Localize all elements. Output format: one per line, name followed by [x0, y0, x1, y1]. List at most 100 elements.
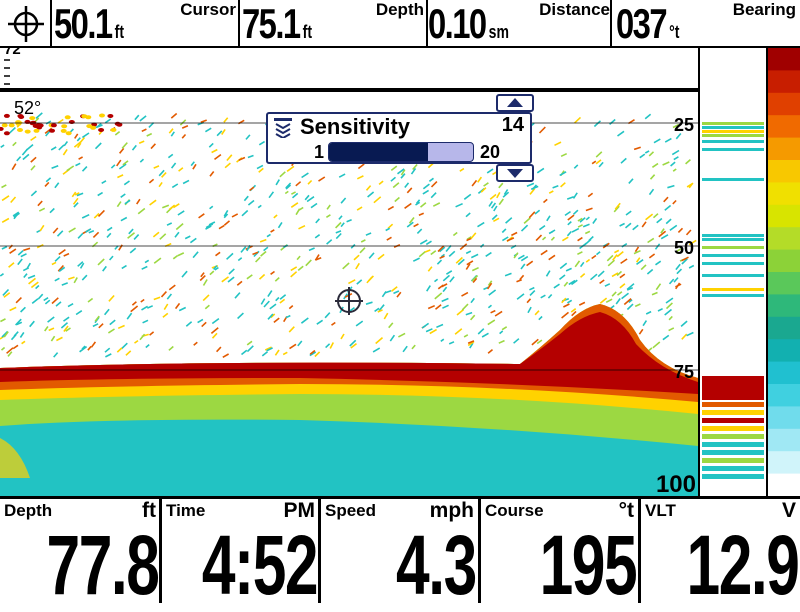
sensitivity-up-button[interactable] — [496, 94, 534, 112]
sonar-return-mark — [123, 180, 130, 186]
sonar-return-mark — [531, 338, 539, 346]
sonar-return-mark — [342, 262, 350, 270]
sonar-return-mark — [538, 224, 546, 231]
palette-swatch — [768, 451, 800, 475]
sonar-return-mark — [486, 168, 494, 174]
sonar-return-mark — [449, 276, 455, 283]
sonar-return-mark — [477, 176, 483, 183]
a-scope-stripe — [702, 178, 764, 181]
sonar-return-mark — [182, 179, 190, 185]
a-scope-stripe — [702, 474, 764, 479]
sonar-return-mark — [274, 349, 280, 356]
sonar-return-mark — [61, 282, 68, 286]
sonar-return-mark — [564, 210, 571, 217]
sonar-return-mark — [12, 141, 17, 147]
a-scope-stripe — [702, 274, 764, 277]
sonar-return-mark — [255, 256, 261, 263]
sonar-return-mark — [378, 180, 384, 186]
sonar-return-mark — [20, 306, 26, 313]
sonar-return-mark — [490, 202, 497, 209]
sonar-return-mark — [81, 213, 90, 219]
sonar-return-mark — [140, 298, 145, 303]
sonar-return-mark — [372, 347, 381, 353]
sonar-return-mark — [193, 341, 198, 346]
sensitivity-down-button[interactable] — [496, 164, 534, 182]
speed-box-value: 4.3 — [396, 518, 477, 612]
sonar-return-mark — [365, 232, 372, 236]
sonar-return-mark — [653, 138, 661, 144]
sonar-return-mark — [149, 331, 155, 336]
sonar-return-mark — [506, 237, 515, 242]
sonar-return-mark — [148, 178, 155, 184]
sonar-return-mark — [404, 182, 410, 189]
sonar-return-mark — [49, 128, 55, 133]
sonar-return-mark — [37, 200, 43, 207]
sonar-return-mark — [611, 291, 617, 297]
sonar-return-mark — [286, 165, 295, 172]
sonar-return-mark — [26, 262, 31, 269]
sonar-return-mark — [258, 140, 266, 146]
a-scope-stripe — [702, 458, 764, 463]
sonar-return-mark — [619, 273, 626, 279]
cursor-crosshair-icon[interactable] — [6, 4, 46, 44]
sensitivity-icon — [274, 118, 292, 140]
sonar-return-mark — [641, 221, 647, 228]
a-scope-stripe — [702, 288, 764, 291]
sonar-return-mark — [79, 262, 85, 269]
sonar-return-mark — [199, 275, 206, 282]
sensitivity-slider[interactable] — [328, 142, 474, 162]
a-scope-stripe — [702, 442, 764, 447]
sonar-return-mark — [538, 126, 546, 134]
sonar-return-mark — [606, 254, 614, 262]
sonar-return-mark — [585, 207, 593, 212]
speed-box-unit: mph — [429, 499, 474, 522]
sonar-return-mark — [669, 224, 678, 231]
sonar-return-mark — [660, 228, 665, 234]
sonar-return-mark — [93, 212, 100, 219]
sonar-return-mark — [291, 192, 299, 199]
sonar-return-mark — [349, 339, 357, 347]
sonar-return-mark — [51, 164, 59, 170]
sensitivity-dialog[interactable]: Sensitivity 14 1 20 — [266, 112, 532, 164]
sonar-return-mark — [634, 246, 640, 253]
sonar-return-mark — [246, 340, 253, 346]
sonar-return-mark — [50, 123, 57, 128]
sonar-return-mark — [422, 183, 430, 190]
sonar-return-mark — [648, 151, 655, 157]
sonar-return-mark — [258, 167, 264, 173]
depth-mark-75: 75 — [674, 362, 694, 382]
sonar-return-mark — [52, 227, 59, 234]
sonar-return-mark — [676, 268, 683, 275]
sonar-return-mark — [487, 304, 493, 309]
sonar-return-mark — [367, 191, 375, 198]
sonar-return-mark — [28, 277, 36, 285]
sonar-return-mark — [356, 279, 363, 285]
sonar-return-mark — [427, 304, 436, 310]
sonar-return-mark — [523, 217, 531, 224]
sonar-return-mark — [208, 142, 214, 148]
sonar-return-mark — [427, 266, 433, 272]
sonar-return-mark — [98, 323, 104, 329]
sonar-return-mark — [6, 347, 14, 354]
sonar-return-mark — [202, 279, 208, 286]
sonar-return-mark — [374, 307, 380, 313]
bottom-data-bar: Depth ft 77.8 Time PM 4:52 Speed mph 4.3… — [0, 496, 800, 612]
sonar-return-mark — [633, 249, 641, 255]
sonar-cursor-crosshair-icon[interactable] — [335, 287, 363, 315]
sonar-return-mark — [626, 283, 635, 291]
sonar-return-mark — [307, 179, 313, 185]
sonar-return-mark — [502, 191, 510, 198]
sonar-return-mark — [26, 143, 34, 151]
sonar-return-mark — [261, 351, 268, 357]
sonar-return-mark — [44, 299, 51, 305]
sonar-return-mark — [309, 351, 317, 357]
sonar-return-mark — [359, 247, 366, 254]
sonar-return-mark — [498, 198, 504, 206]
sonar-return-mark — [124, 199, 131, 205]
sonar-return-mark — [397, 168, 405, 175]
sonar-return-mark — [211, 332, 218, 339]
sonar-return-mark — [221, 128, 226, 135]
sonar-return-mark — [550, 229, 556, 233]
sonar-return-mark — [599, 279, 605, 285]
cursor-readout: 50.1 ft Cursor — [52, 0, 238, 46]
